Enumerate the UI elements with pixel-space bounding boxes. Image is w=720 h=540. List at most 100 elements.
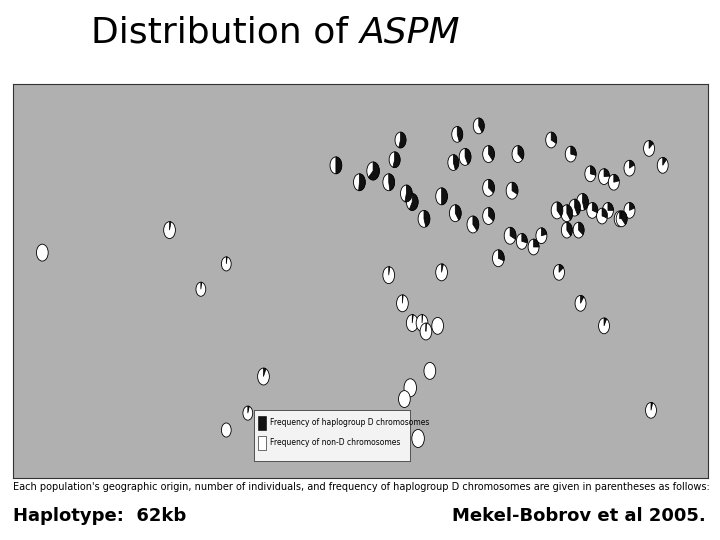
- Circle shape: [163, 221, 176, 239]
- Wedge shape: [359, 174, 365, 191]
- Wedge shape: [541, 228, 546, 236]
- Wedge shape: [518, 146, 523, 159]
- Wedge shape: [604, 318, 607, 326]
- Text: Mekel-Bobrov et al 2005.: Mekel-Bobrov et al 2005.: [452, 507, 706, 525]
- Circle shape: [473, 118, 485, 134]
- Circle shape: [397, 295, 408, 312]
- Wedge shape: [512, 183, 518, 194]
- Wedge shape: [629, 160, 634, 168]
- Wedge shape: [567, 205, 572, 220]
- Circle shape: [562, 222, 572, 238]
- Circle shape: [404, 379, 417, 397]
- Wedge shape: [402, 295, 403, 303]
- Wedge shape: [393, 152, 400, 167]
- Circle shape: [492, 250, 504, 267]
- Wedge shape: [575, 199, 580, 215]
- Circle shape: [597, 208, 608, 224]
- Circle shape: [598, 168, 610, 185]
- Circle shape: [506, 183, 518, 199]
- Wedge shape: [608, 202, 613, 211]
- Circle shape: [436, 188, 447, 205]
- Circle shape: [573, 222, 584, 238]
- Wedge shape: [489, 146, 495, 160]
- Wedge shape: [455, 205, 461, 220]
- Circle shape: [577, 193, 588, 211]
- Wedge shape: [264, 368, 266, 376]
- Circle shape: [383, 174, 395, 191]
- Wedge shape: [465, 148, 471, 164]
- Circle shape: [575, 295, 586, 311]
- Wedge shape: [602, 208, 608, 218]
- Wedge shape: [649, 140, 653, 148]
- Wedge shape: [620, 211, 625, 219]
- Wedge shape: [410, 193, 418, 211]
- Text: Frequency of non-D chromosomes: Frequency of non-D chromosomes: [270, 438, 401, 447]
- Wedge shape: [389, 174, 395, 191]
- Circle shape: [624, 160, 635, 176]
- Wedge shape: [336, 157, 342, 174]
- Circle shape: [565, 146, 576, 162]
- Text: ASPM: ASPM: [360, 16, 461, 49]
- Circle shape: [598, 318, 610, 334]
- Circle shape: [451, 126, 463, 142]
- Wedge shape: [557, 202, 563, 217]
- Text: Each population's geographic origin, number of individuals, and frequency of hap: Each population's geographic origin, num…: [13, 482, 710, 492]
- Circle shape: [330, 157, 342, 174]
- Circle shape: [436, 264, 447, 281]
- Wedge shape: [559, 265, 564, 272]
- Circle shape: [624, 202, 635, 218]
- Circle shape: [536, 228, 547, 244]
- Wedge shape: [201, 282, 202, 289]
- Wedge shape: [226, 257, 228, 264]
- Wedge shape: [422, 315, 423, 323]
- Circle shape: [467, 216, 479, 233]
- Text: Haplotype:  62kb: Haplotype: 62kb: [13, 507, 186, 525]
- Circle shape: [412, 429, 424, 448]
- Circle shape: [258, 368, 269, 385]
- Circle shape: [196, 282, 206, 296]
- Circle shape: [366, 162, 379, 180]
- Wedge shape: [604, 168, 610, 177]
- Wedge shape: [614, 174, 619, 183]
- Circle shape: [449, 205, 461, 221]
- Bar: [258, 416, 266, 430]
- Circle shape: [37, 244, 48, 261]
- Circle shape: [504, 227, 516, 244]
- Circle shape: [561, 205, 572, 221]
- Circle shape: [418, 211, 430, 227]
- Text: Distribution of: Distribution of: [91, 16, 360, 49]
- Wedge shape: [621, 211, 627, 225]
- Circle shape: [646, 402, 657, 418]
- Wedge shape: [522, 233, 527, 243]
- Wedge shape: [479, 118, 485, 132]
- Wedge shape: [473, 216, 479, 231]
- Circle shape: [546, 132, 557, 148]
- Circle shape: [482, 179, 495, 197]
- Wedge shape: [441, 264, 444, 272]
- Wedge shape: [389, 267, 390, 275]
- Wedge shape: [582, 193, 588, 210]
- Wedge shape: [579, 222, 584, 235]
- Circle shape: [354, 174, 365, 191]
- Wedge shape: [534, 239, 539, 247]
- Wedge shape: [629, 202, 635, 211]
- Circle shape: [424, 362, 436, 379]
- Wedge shape: [457, 126, 463, 141]
- Circle shape: [657, 158, 668, 173]
- Circle shape: [416, 315, 428, 332]
- Wedge shape: [651, 402, 653, 410]
- Wedge shape: [248, 406, 249, 413]
- Wedge shape: [169, 221, 171, 230]
- Circle shape: [395, 132, 406, 148]
- Text: Frequency of haplogroup D chromosomes: Frequency of haplogroup D chromosomes: [270, 418, 430, 428]
- Wedge shape: [571, 146, 576, 156]
- Wedge shape: [662, 158, 667, 165]
- Circle shape: [614, 211, 625, 227]
- Wedge shape: [489, 207, 495, 221]
- Circle shape: [587, 202, 598, 218]
- Circle shape: [243, 406, 253, 420]
- Circle shape: [406, 315, 418, 332]
- Circle shape: [221, 423, 231, 437]
- Circle shape: [569, 199, 580, 216]
- Circle shape: [512, 146, 523, 163]
